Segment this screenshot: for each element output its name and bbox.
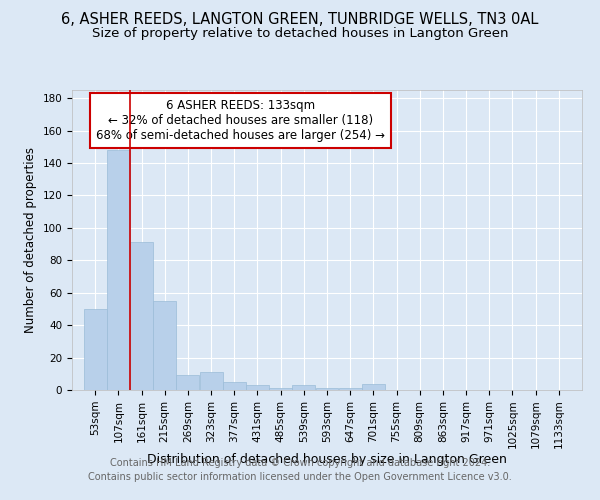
Bar <box>316 388 338 390</box>
Bar <box>362 384 385 390</box>
Bar <box>246 385 269 390</box>
Bar <box>176 376 199 390</box>
Text: Contains HM Land Registry data © Crown copyright and database right 2024.
Contai: Contains HM Land Registry data © Crown c… <box>88 458 512 482</box>
Bar <box>107 150 130 390</box>
Text: 6 ASHER REEDS: 133sqm
← 32% of detached houses are smaller (118)
68% of semi-det: 6 ASHER REEDS: 133sqm ← 32% of detached … <box>96 99 385 142</box>
Bar <box>153 301 176 390</box>
Text: Size of property relative to detached houses in Langton Green: Size of property relative to detached ho… <box>92 28 508 40</box>
Text: 6, ASHER REEDS, LANGTON GREEN, TUNBRIDGE WELLS, TN3 0AL: 6, ASHER REEDS, LANGTON GREEN, TUNBRIDGE… <box>61 12 539 28</box>
Bar <box>130 242 153 390</box>
Bar <box>292 385 316 390</box>
Bar <box>269 388 292 390</box>
Y-axis label: Number of detached properties: Number of detached properties <box>24 147 37 333</box>
Bar <box>223 382 246 390</box>
Bar <box>338 388 362 390</box>
X-axis label: Distribution of detached houses by size in Langton Green: Distribution of detached houses by size … <box>147 452 507 466</box>
Bar <box>200 372 223 390</box>
Bar <box>83 309 107 390</box>
